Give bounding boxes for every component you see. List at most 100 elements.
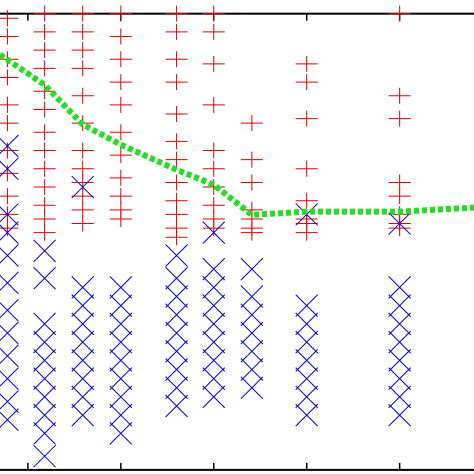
plus-marker <box>202 5 225 22</box>
cross-marker <box>0 390 19 413</box>
cross-marker <box>240 285 264 308</box>
plus-marker <box>165 206 188 223</box>
plus-marker <box>0 220 19 237</box>
cross-marker <box>165 376 188 400</box>
plus-marker <box>109 210 132 227</box>
cross-marker <box>109 294 133 318</box>
cross-marker <box>295 349 319 372</box>
cross-marker <box>0 344 19 368</box>
plus-marker <box>388 110 411 127</box>
plus-marker <box>295 74 318 91</box>
cross-marker <box>388 349 412 372</box>
cross-marker <box>165 358 188 381</box>
cross-marker <box>165 285 188 308</box>
cross-marker <box>33 349 56 372</box>
plus-marker <box>388 174 411 191</box>
plus-marker <box>33 5 56 22</box>
cross-marker <box>71 330 95 354</box>
cross-marker <box>295 367 319 391</box>
plus-marker <box>71 42 94 59</box>
plus-marker <box>202 142 225 159</box>
plus-marker <box>165 23 188 40</box>
cross-marker <box>33 239 56 263</box>
plus-marker <box>0 206 19 223</box>
cross-marker <box>109 312 133 336</box>
cross-marker <box>109 276 133 299</box>
plus-marker <box>240 151 263 168</box>
cross-marker <box>0 157 19 181</box>
cross-marker <box>71 312 95 336</box>
plus-marker <box>0 188 19 205</box>
cross-marker <box>33 422 56 445</box>
cross-marker <box>240 321 264 345</box>
cross-marker <box>295 294 319 318</box>
plus-marker <box>109 124 132 141</box>
cross-marker <box>388 330 412 354</box>
cross-marker <box>71 403 95 427</box>
cross-marker <box>202 312 226 336</box>
cross-marker <box>202 294 226 318</box>
cross-marker <box>165 321 188 345</box>
plus-marker <box>33 197 56 214</box>
cross-marker <box>202 257 226 281</box>
plus-marker <box>109 28 132 45</box>
cross-marker <box>33 266 56 290</box>
plus-marker <box>388 188 411 205</box>
cross-marker <box>33 444 56 468</box>
cross-marker <box>33 403 56 427</box>
plot-frame <box>0 12 474 471</box>
plus-marker <box>33 83 56 100</box>
plus-marker <box>165 192 188 209</box>
cross-marker <box>388 367 412 391</box>
cross-marker <box>202 385 226 409</box>
plus-marker <box>202 197 225 214</box>
cross-marker <box>109 422 133 445</box>
plus-marker <box>109 74 132 91</box>
plus-marker <box>33 23 56 40</box>
plus-marker <box>71 160 94 177</box>
plus-marker <box>165 106 188 123</box>
cross-marker <box>388 312 412 336</box>
plus-marker <box>33 210 56 227</box>
cross-marker <box>0 408 19 432</box>
plus-marker <box>388 220 411 237</box>
plus-marker <box>165 229 188 246</box>
plus-marker <box>33 60 56 77</box>
plus-marker <box>71 142 94 159</box>
plus-marker <box>0 10 19 27</box>
cross-marker <box>388 385 412 409</box>
cross-marker <box>240 303 264 327</box>
cross-marker <box>0 271 19 295</box>
plus-marker <box>33 224 56 241</box>
cross-marker <box>71 385 95 409</box>
plus-marker <box>295 192 318 209</box>
plus-marker <box>240 224 263 241</box>
plus-marker <box>71 201 94 218</box>
cross-marker <box>109 330 133 354</box>
cross-marker <box>240 376 264 400</box>
plus-marker <box>109 188 132 205</box>
cross-marker <box>33 385 56 409</box>
plus-marker <box>71 60 94 77</box>
cross-marker <box>33 312 56 336</box>
plus-marker <box>33 160 56 177</box>
cross-marker <box>0 134 19 158</box>
cross-marker <box>71 367 95 391</box>
plus-marker <box>165 74 188 91</box>
plus-marker <box>33 101 56 118</box>
cross-marker <box>388 276 412 299</box>
plus-marker <box>165 151 188 168</box>
plus-marker <box>0 28 19 45</box>
plus-marker <box>202 55 225 72</box>
cross-marker <box>71 175 95 199</box>
plus-marker <box>71 23 94 40</box>
plus-marker <box>202 23 225 40</box>
plus-marker <box>33 142 56 159</box>
cross-marker <box>240 358 264 381</box>
plus-marker <box>71 87 94 104</box>
cross-marker <box>71 294 95 318</box>
plus-marker <box>295 55 318 72</box>
cross-marker <box>71 349 95 372</box>
plus-marker <box>295 160 318 177</box>
